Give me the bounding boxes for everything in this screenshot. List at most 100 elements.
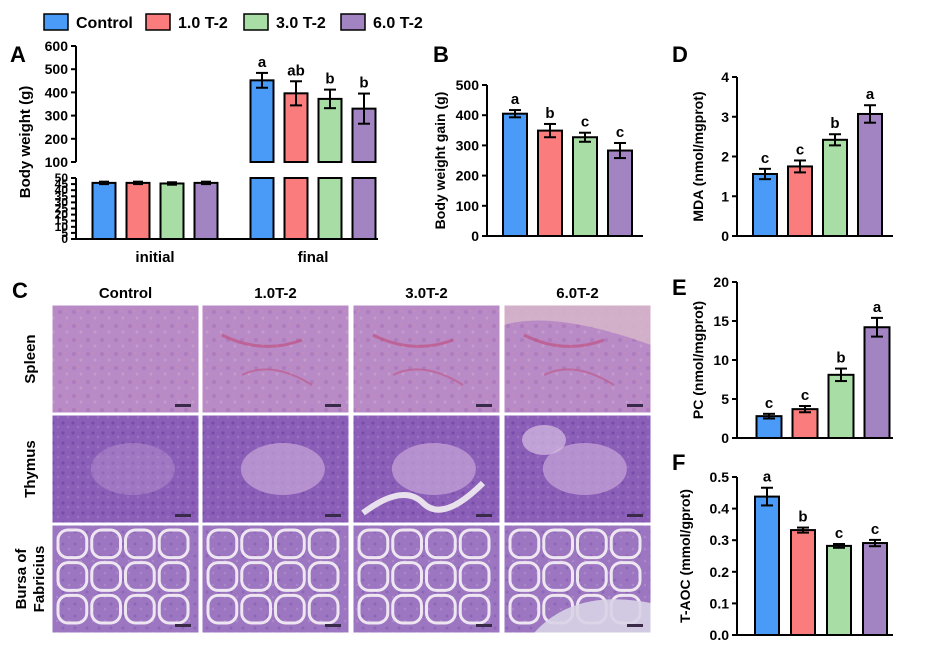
micrograph-feature [458,528,491,560]
y-tick-label: 0.1 [710,595,730,611]
y-tick-label: 400 [45,84,69,100]
bar [537,129,563,238]
y-tick-label: 5 [61,226,68,240]
bar-lower-segment [351,177,377,240]
panel-letter-d: D [672,42,688,67]
y-tick-label: 50 [55,171,69,185]
significance-letter: a [866,86,875,103]
micrograph-feature [508,528,541,560]
micrograph-feature [576,528,608,560]
y-tick-label: 0.2 [710,564,730,580]
bar [249,79,275,163]
y-tick-label: 3 [721,109,729,125]
legend-item: 1.0 T-2 [145,13,228,32]
micrograph-feature [240,593,272,625]
micrograph-border [51,304,200,414]
y-axis-label: T-AOC (mmol/gprot) [677,489,693,623]
significance-letter: c [796,141,804,158]
bar [862,542,888,637]
panel-letter-b: B [433,42,449,67]
micrograph-feature [90,528,122,560]
micrograph-tissue [202,305,349,413]
column-header: 6.0T-2 [556,285,599,302]
micrograph [201,414,350,524]
y-tick-label: 0 [471,228,479,244]
micrograph [51,304,200,414]
micrograph [503,414,652,524]
scale-bar [476,514,492,517]
y-tick-label: 0.0 [710,627,730,643]
bar [125,181,151,241]
micrograph-border [51,414,200,524]
micrograph-border [201,414,350,524]
legend-label: 6.0 T-2 [373,15,423,32]
micrograph-feature [425,561,457,592]
micrograph [352,414,501,524]
micrograph-feature [307,561,340,592]
y-tick-label: 1 [721,188,729,204]
bar [827,373,855,440]
legend-label: 3.0 T-2 [276,15,326,32]
micrograph [503,524,652,634]
micrograph-tissue [353,305,500,413]
y-axis-label: Body weight (g) [17,86,34,199]
micrograph-tissue [52,305,199,413]
bar-lower-segment [283,177,309,240]
y-tick-label: 4 [721,69,729,85]
legend-swatch-control [43,13,69,31]
significance-letter: c [835,525,843,542]
histology-grid: Control 1.0T-2 3.0T-2 6.0T-2 Spleen Thymus Bur… [13,285,652,634]
bar [572,136,598,237]
significance-letter: a [763,469,772,486]
micrograph-feature [241,368,313,386]
micrograph-border [352,524,501,634]
significance-letter: b [545,105,554,122]
micrograph-feature [206,528,239,560]
significance-letter: a [511,91,520,108]
micrograph-feature [124,593,156,625]
y-tick-label: 400 [456,107,480,123]
micrograph-feature [523,333,605,348]
micrograph-feature [157,593,190,625]
micrograph-feature [609,528,642,560]
micrograph [352,524,501,634]
micrograph-feature [534,599,651,633]
row-label-line: Bursa of [13,548,30,610]
bar [752,172,778,238]
micrograph-feature [90,561,122,592]
micrograph [201,524,350,634]
micrograph-feature [372,333,454,348]
bar [863,326,891,439]
x-tick-label: initial [135,249,174,266]
micrograph-feature [357,561,390,592]
micrograph-feature [307,593,340,625]
micrograph-feature [206,593,239,625]
y-tick-label: 10 [55,220,69,234]
bar [857,112,883,237]
y-tick-label: 600 [45,38,69,54]
y-tick-label: 20 [713,274,729,290]
y-tick-label: 20 [55,208,69,222]
micrograph-feature [124,528,156,560]
micrograph [352,304,501,414]
micrograph-feature [357,528,390,560]
micrograph-feature [274,528,306,560]
micrograph-feature [425,593,457,625]
row-label: Thymus [22,440,39,498]
legend-item: 3.0 T-2 [243,13,326,32]
row-label: Spleen [22,334,39,383]
y-tick-label: 300 [45,108,69,124]
y-tick-label: 0.4 [710,501,730,517]
chart-pc: 0 5 10 15 20 PC (nmol/mgprot) c c b a [690,274,893,446]
y-tick-label: 500 [456,77,480,93]
y-tick-label: 0 [721,228,729,244]
micrograph-feature [508,593,541,625]
micrograph-feature [391,593,423,625]
micrograph-feature [543,368,615,386]
row-label-line: Spleen [22,334,39,383]
micrograph-feature [458,593,491,625]
y-tick-label: 40 [55,183,69,197]
micrograph-border [352,414,501,524]
y-tick-label: 45 [55,177,69,191]
scale-bar [476,624,492,627]
